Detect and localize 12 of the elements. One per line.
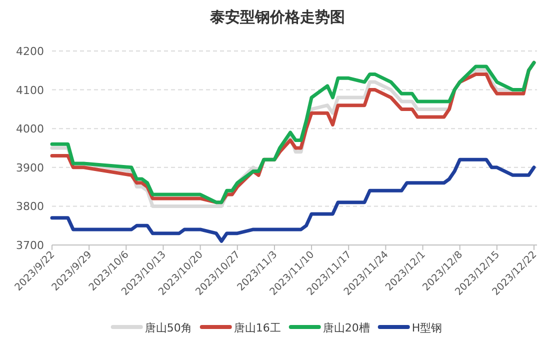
line-series bbox=[50, 158, 536, 243]
legend-label: H型钢 bbox=[412, 322, 442, 334]
legend-label: 唐山20槽 bbox=[322, 322, 370, 334]
y-tick-label: 4200 bbox=[16, 45, 44, 58]
y-tick-label: 3800 bbox=[16, 200, 44, 214]
y-tick-label: 4000 bbox=[16, 122, 44, 136]
legend-label: 唐山16工 bbox=[234, 322, 281, 334]
chart-title: 泰安型钢价格走势图 bbox=[209, 8, 345, 26]
y-tick-label: 4100 bbox=[16, 84, 44, 97]
y-tick-label: 3700 bbox=[16, 239, 44, 252]
legend-label: 唐山50角 bbox=[144, 322, 192, 334]
y-tick-label: 3900 bbox=[16, 161, 44, 174]
